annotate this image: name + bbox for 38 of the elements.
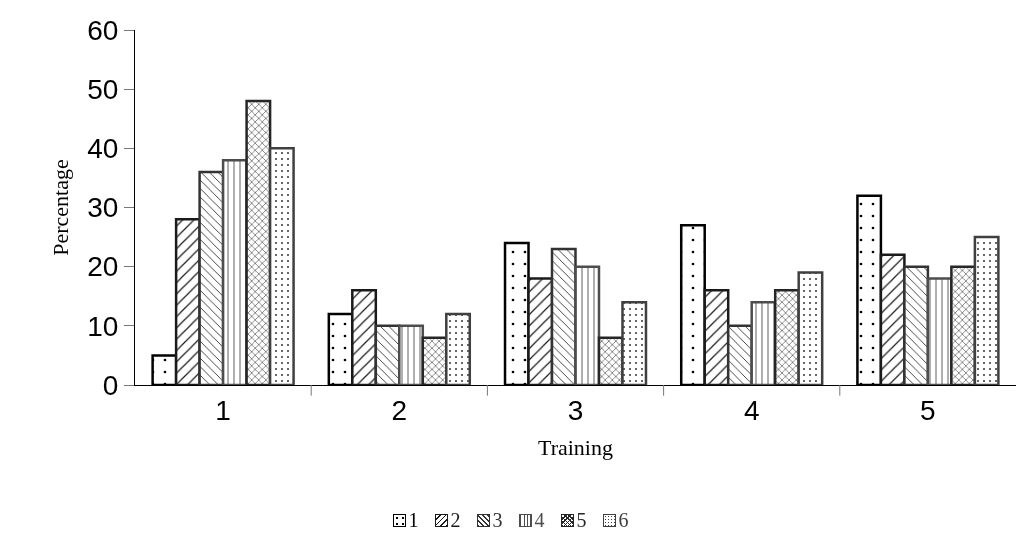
bar	[621, 300, 648, 385]
bar	[703, 289, 730, 385]
bar	[351, 289, 378, 385]
bar	[198, 170, 225, 385]
bar	[797, 271, 824, 385]
x-tick-label: 2	[391, 394, 408, 426]
text: 1	[408, 509, 419, 532]
y-tick-label: 50	[87, 73, 119, 105]
y-tick-label: 20	[87, 251, 119, 283]
text: 4	[534, 509, 545, 532]
x-tick-label: 5	[920, 394, 936, 426]
bar	[750, 300, 777, 385]
text: 3	[492, 509, 503, 532]
bar	[597, 336, 624, 385]
bar	[445, 312, 472, 385]
x-axis-title: Training	[538, 435, 613, 461]
y-tick-label: 0	[102, 369, 119, 401]
bar	[903, 265, 930, 385]
y-tick-label: 60	[87, 14, 119, 46]
text: 2	[450, 509, 461, 532]
x-tick-label: 1	[215, 394, 231, 426]
bar	[268, 147, 295, 385]
bar	[398, 324, 425, 385]
bar	[550, 247, 577, 385]
bar	[574, 265, 601, 385]
y-tick-label: 10	[87, 310, 119, 342]
y-axis-title: Percentage	[48, 159, 74, 256]
text: 6	[618, 509, 629, 532]
y-tick-label: 30	[87, 192, 119, 224]
bar	[527, 277, 554, 385]
text: 5	[576, 509, 587, 532]
bar	[421, 336, 448, 385]
x-tick-label: 4	[743, 394, 760, 426]
bar	[950, 265, 977, 385]
x-tick-label: 3	[567, 394, 584, 426]
bar	[245, 99, 272, 385]
y-tick-label: 40	[87, 133, 119, 165]
bar	[973, 235, 1000, 385]
